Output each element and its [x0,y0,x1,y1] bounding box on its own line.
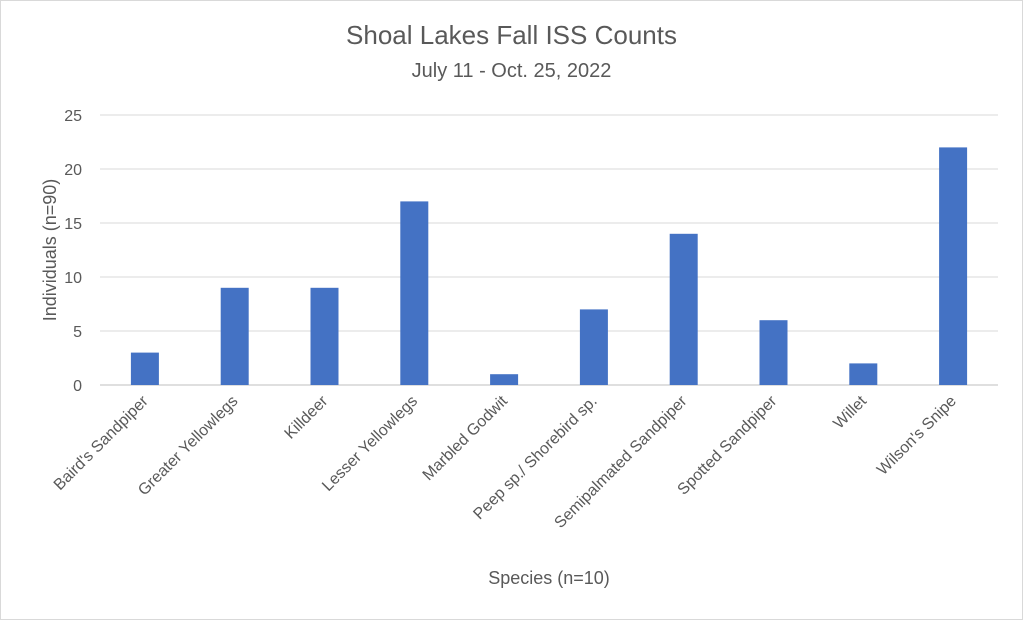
x-tick-label: Killdeer [282,392,332,442]
x-axis-title: Species (n=10) [488,568,610,588]
y-tick-label: 15 [64,216,82,233]
chart-title: Shoal Lakes Fall ISS Counts [346,20,677,50]
bars [130,147,968,385]
bar [579,309,608,385]
y-tick-label: 10 [64,270,82,287]
bar [220,287,249,385]
bar [400,201,429,385]
x-tick-label: Spotted Sandpiper [675,392,781,498]
y-tick-label: 0 [73,378,82,395]
bar [939,147,968,385]
x-tick-label: Greater Yellowlegs [135,393,241,499]
gridlines [100,114,998,386]
bar [310,287,339,385]
y-tick-label: 20 [64,162,82,179]
x-tick-label: Lesser Yellowlegs [319,393,421,495]
x-tick-label: Wilson's Snipe [874,393,960,479]
chart-subtitle: July 11 - Oct. 25, 2022 [411,60,612,82]
y-axis-title: Individuals (n=90) [40,179,60,322]
y-tick-label: 5 [73,324,82,341]
bar [490,374,519,385]
bar [759,320,788,385]
y-tick-label: 25 [64,108,82,125]
x-tick-label: Baird's Sandpiper [51,392,152,493]
bar [130,352,159,385]
bar [849,363,878,385]
y-axis-ticks: 0 5 10 15 20 25 [64,108,82,395]
bar [669,233,698,385]
x-tick-label: Marbled Godwit [420,392,512,484]
x-tick-label: Willet [830,392,870,432]
